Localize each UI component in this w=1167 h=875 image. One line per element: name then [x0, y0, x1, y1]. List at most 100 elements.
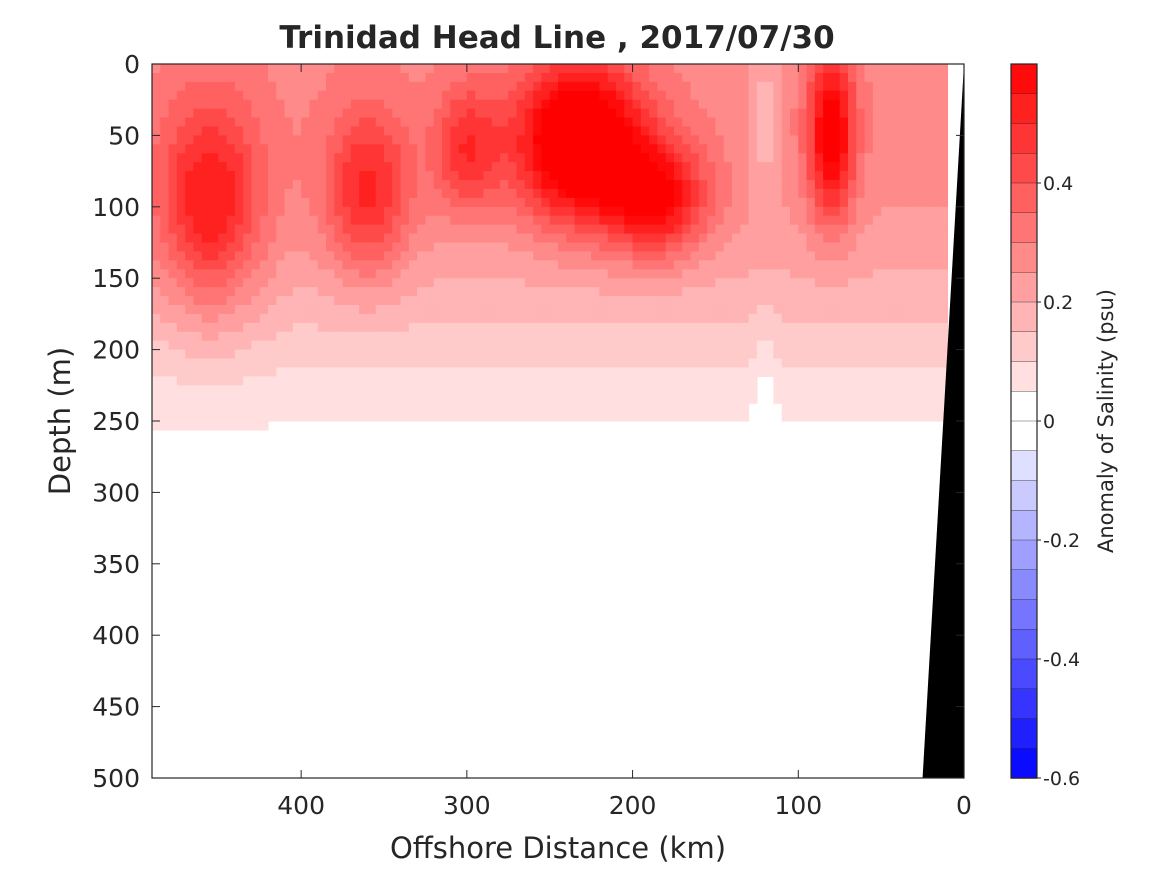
anomaly-cell [268, 72, 277, 83]
anomaly-cell [243, 322, 253, 333]
anomaly-cell [756, 367, 766, 377]
anomaly-cell [234, 117, 244, 128]
anomaly-cell [856, 72, 866, 83]
anomaly-cell [632, 394, 642, 404]
anomaly-cell [640, 162, 650, 172]
anomaly-cell [930, 304, 940, 315]
anomaly-cell [848, 322, 857, 333]
anomaly-cell [939, 313, 949, 324]
anomaly-cell [268, 349, 277, 360]
anomaly-cell [922, 403, 932, 413]
anomaly-cell [408, 260, 418, 270]
anomaly-cell [334, 171, 344, 181]
anomaly-cell [756, 313, 766, 324]
anomaly-cell [359, 215, 369, 226]
anomaly-cell [317, 126, 327, 136]
anomaly-cell [342, 242, 352, 253]
anomaly-cell [906, 81, 915, 92]
anomaly-cell [740, 269, 750, 279]
anomaly-cell [723, 385, 733, 395]
anomaly-cell [649, 233, 659, 244]
anomaly-cell [798, 242, 808, 253]
anomaly-cell [417, 197, 427, 208]
anomaly-cell [226, 367, 236, 377]
anomaly-cell [168, 340, 178, 351]
anomaly-cell [185, 331, 195, 342]
anomaly-cell [906, 233, 915, 244]
anomaly-cell [292, 412, 302, 422]
anomaly-cell [284, 278, 294, 288]
anomaly-cell [408, 287, 418, 297]
anomaly-cell [914, 296, 924, 306]
anomaly-cell [930, 331, 940, 342]
anomaly-cell [881, 90, 891, 101]
anomaly-cell [408, 313, 418, 324]
anomaly-cell [466, 296, 476, 306]
anomaly-cell [259, 81, 269, 92]
anomaly-cell [500, 117, 509, 128]
anomaly-cell [276, 358, 286, 369]
anomaly-cell [674, 304, 683, 315]
anomaly-cell [508, 269, 518, 279]
anomaly-cell [218, 72, 228, 83]
anomaly-cell [831, 99, 841, 110]
anomaly-cell [790, 206, 799, 217]
anomaly-cell [334, 64, 344, 74]
anomaly-cell [400, 242, 410, 253]
anomaly-cell [475, 269, 485, 279]
anomaly-cell [798, 340, 808, 351]
anomaly-cell [798, 313, 808, 324]
anomaly-cell [566, 278, 576, 288]
anomaly-cell [491, 72, 501, 83]
anomaly-cell [400, 331, 410, 342]
anomaly-cell [914, 242, 924, 253]
anomaly-cell [475, 278, 485, 288]
anomaly-cell [582, 385, 592, 395]
anomaly-cell [640, 117, 650, 128]
anomaly-cell [930, 162, 940, 172]
anomaly-cell [707, 358, 717, 369]
anomaly-cell [458, 358, 468, 369]
anomaly-cell [176, 358, 186, 369]
anomaly-cell [864, 412, 874, 422]
anomaly-cell [185, 215, 195, 226]
anomaly-cell [715, 296, 725, 306]
anomaly-cell [284, 180, 294, 190]
anomaly-cell [433, 242, 443, 253]
anomaly-cell [301, 135, 311, 145]
anomaly-cell [558, 215, 567, 226]
anomaly-cell [889, 64, 899, 74]
anomaly-cell [292, 153, 302, 163]
colorbar-level [1010, 182, 1038, 214]
anomaly-cell [309, 242, 319, 253]
anomaly-cell [342, 99, 352, 110]
anomaly-cell [740, 171, 750, 181]
anomaly-cell [458, 304, 468, 315]
anomaly-cell [168, 349, 178, 360]
anomaly-cell [309, 180, 319, 190]
anomaly-cell [723, 394, 733, 404]
anomaly-cell [682, 376, 692, 386]
anomaly-cell [798, 126, 808, 136]
anomaly-cell [210, 340, 219, 351]
anomaly-cell [698, 251, 708, 261]
anomaly-cell [193, 421, 203, 431]
anomaly-cell [524, 260, 534, 270]
anomaly-cell [218, 322, 228, 333]
anomaly-cell [491, 153, 501, 163]
anomaly-cell [442, 180, 451, 190]
anomaly-cell [582, 90, 592, 101]
anomaly-cell [616, 304, 625, 315]
anomaly-cell [906, 180, 915, 190]
anomaly-cell [930, 251, 940, 261]
anomaly-cell [417, 358, 427, 369]
anomaly-cell [301, 197, 311, 208]
anomaly-cell [781, 385, 791, 395]
anomaly-cell [160, 64, 170, 74]
anomaly-cell [541, 135, 551, 145]
anomaly-cell [649, 394, 659, 404]
anomaly-cell [781, 233, 791, 244]
anomaly-cell [616, 403, 625, 413]
anomaly-cell [533, 340, 543, 351]
anomaly-cell [384, 162, 393, 172]
